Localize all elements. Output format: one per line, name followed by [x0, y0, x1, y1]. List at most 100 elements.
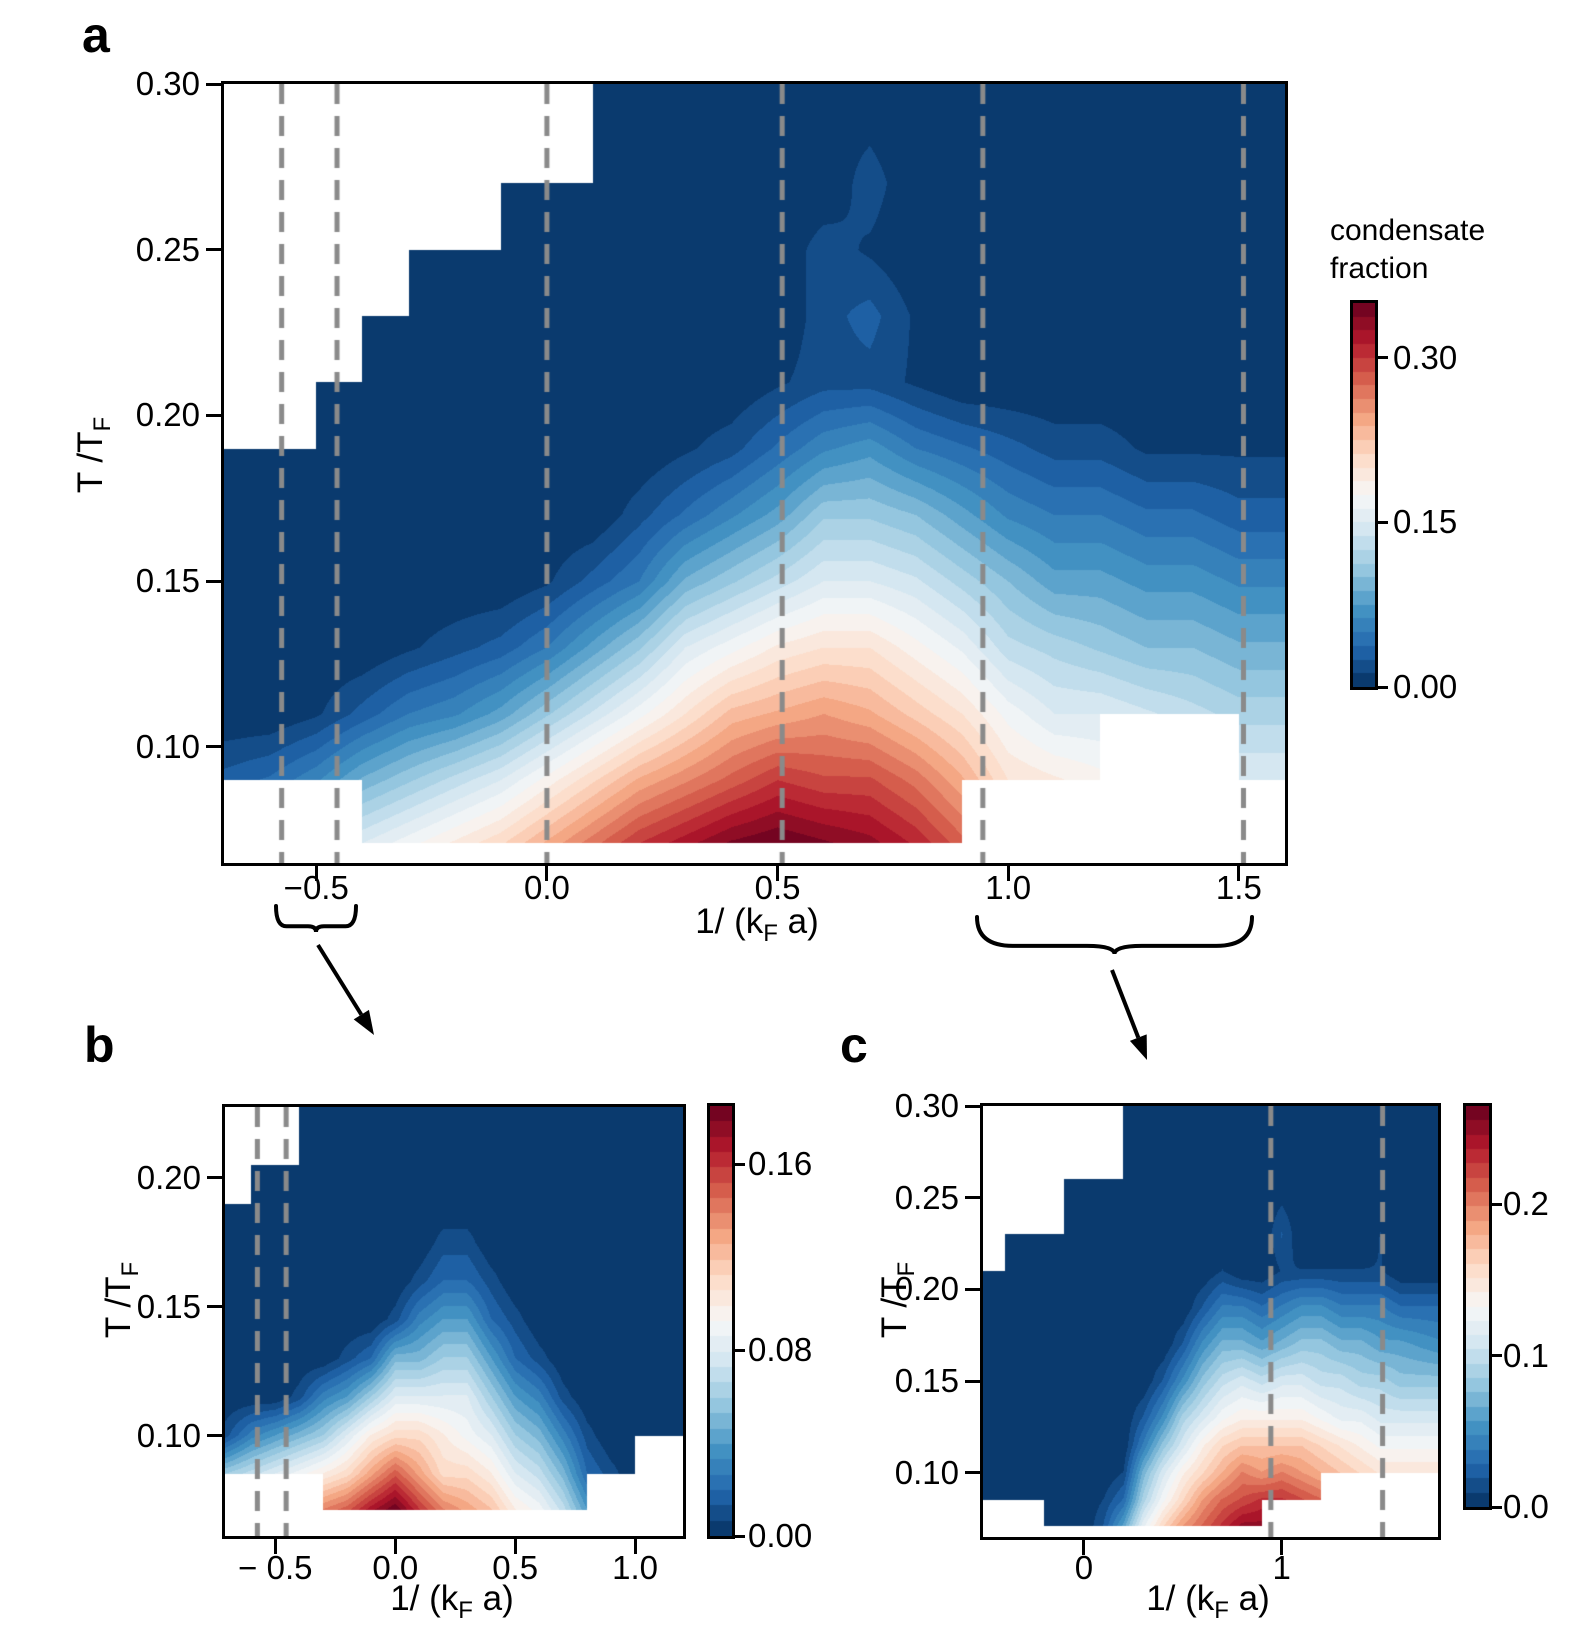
panel-b-x-tick-label: 0.0	[372, 1549, 419, 1586]
axis-label-text: 1/ (k	[695, 902, 764, 941]
axis-label-subscript: F	[893, 1261, 920, 1277]
panel-c-heatmap	[983, 1106, 1438, 1537]
panel-a-x-tick-label: 1.5	[1215, 869, 1262, 906]
panel-c-y-tick	[965, 1379, 980, 1383]
colorbar-title-line2: fraction	[1330, 252, 1429, 285]
panel-b-colorbar-tick-label: 0.00	[748, 1517, 813, 1554]
panel-c-colorbar-tick	[1492, 1354, 1502, 1358]
axis-label-subscript: F	[458, 1597, 473, 1624]
axis-label-text: a)	[777, 902, 819, 941]
axis-label-text: a)	[472, 1579, 514, 1618]
panel-b-x-tick-label: 1.0	[612, 1549, 658, 1586]
panel-a-letter: a	[82, 7, 110, 63]
panel-a-y-axis-label: T /TF	[71, 417, 117, 493]
panel-b-y-tick	[207, 1305, 222, 1309]
panel-c-x-tick-label: 1	[1272, 1549, 1291, 1586]
axis-label-subscript: F	[117, 1261, 144, 1277]
panel-c-colorbar-tick-label: 0.1	[1503, 1336, 1549, 1374]
panel-a-colorbar-tick	[1378, 356, 1388, 360]
panel-b-letter: b	[84, 1017, 115, 1073]
panel-b-colorbar	[710, 1106, 732, 1536]
panel-a-colorbar	[1353, 303, 1375, 687]
panel-c-colorbar	[1466, 1106, 1489, 1507]
panel-b-x-tick-label: 0.5	[492, 1549, 539, 1586]
panel-a-y-tick	[206, 82, 221, 86]
panel-c-y-tick	[965, 1196, 980, 1200]
panel-a-y-tick	[206, 745, 221, 749]
axis-label-text: a)	[1228, 1579, 1270, 1618]
curly-brace-right	[975, 915, 1254, 955]
curly-brace-left	[274, 904, 358, 933]
panel-a-y-tick-label: 0.30	[135, 65, 200, 102]
panel-a-x-tick-label: 0.0	[523, 869, 570, 906]
panel-c-letter: c	[840, 1017, 868, 1073]
panel-b-x-tick	[633, 1539, 637, 1554]
arrow-head-to-panel-c	[1129, 1034, 1147, 1060]
panel-c-y-axis-label: T /TF	[875, 1262, 921, 1338]
panel-c-y-tick-label: 0.15	[894, 1362, 959, 1400]
arrow-line-to-panel-b	[316, 943, 364, 1016]
arrow-line-to-panel-c	[1110, 969, 1141, 1039]
panel-a-x-tick	[314, 866, 318, 881]
panel-a-colorbar-tick-label: 0.30	[1393, 338, 1458, 376]
panel-b-y-tick	[207, 1176, 222, 1180]
panel-a-y-tick-label: 0.20	[135, 396, 200, 434]
panel-c-colorbar-tick-label: 0.0	[1503, 1488, 1549, 1525]
panel-c-y-tick-label: 0.25	[894, 1178, 959, 1216]
panel-c-x-axis-label: 1/ (kF a)	[1146, 1579, 1270, 1625]
axis-label-text: 1/ (k	[1146, 1579, 1215, 1618]
axis-label-text: 1/ (k	[390, 1579, 459, 1618]
panel-a-y-tick	[206, 413, 221, 417]
panel-c-y-tick	[965, 1287, 980, 1291]
panel-b-x-tick	[513, 1539, 517, 1554]
panel-b-y-tick-label: 0.15	[136, 1287, 201, 1325]
panel-a-x-tick	[776, 866, 780, 881]
panel-a-x-tick	[1006, 866, 1010, 881]
panel-b-colorbar-tick-label: 0.08	[748, 1331, 813, 1369]
panel-a-x-tick	[1237, 866, 1241, 881]
panel-a-x-tick-label: 1.0	[985, 869, 1032, 906]
panel-c-x-tick	[1082, 1540, 1086, 1555]
panel-a-y-tick-label: 0.25	[135, 230, 200, 268]
panel-c-x-tick	[1280, 1540, 1284, 1555]
panel-b-x-axis-label: 1/ (kF a)	[390, 1579, 514, 1625]
panel-a-x-tick	[545, 866, 549, 881]
axis-label-subscript: F	[89, 416, 116, 432]
axis-label-text: T /T	[71, 431, 110, 494]
panel-a-y-tick-label: 0.15	[135, 562, 200, 600]
axis-label-text: T /T	[99, 1276, 138, 1339]
panel-b-y-tick-label: 0.20	[136, 1158, 201, 1196]
panel-c-x-tick-label: 0	[1074, 1549, 1094, 1586]
panel-a-y-tick-label: 0.10	[135, 727, 200, 765]
panel-a-colorbar-tick-label: 0.00	[1393, 668, 1458, 705]
axis-label-subscript: F	[1214, 1597, 1229, 1624]
colorbar-title: condensate fraction	[1330, 212, 1485, 288]
panel-c-colorbar-tick	[1492, 1505, 1502, 1509]
panel-b-colorbar-tick-label: 0.16	[748, 1145, 813, 1183]
panel-a-x-tick-label: −0.5	[283, 869, 349, 906]
panel-a-colorbar-tick	[1378, 520, 1388, 524]
panel-a-colorbar-tick-label: 0.15	[1393, 503, 1458, 541]
panel-b-y-axis-label: T /TF	[99, 1262, 145, 1338]
panel-b-x-tick	[273, 1539, 277, 1554]
arrow-head-to-panel-b	[353, 1009, 374, 1035]
panel-b-x-tick	[393, 1539, 397, 1554]
panel-b-y-tick	[207, 1434, 222, 1437]
panel-c-colorbar-tick-label: 0.2	[1503, 1185, 1549, 1223]
panel-a-colorbar-tick	[1378, 685, 1388, 689]
panel-b-colorbar-tick	[735, 1534, 745, 1538]
panel-c-y-tick-label: 0.30	[894, 1087, 959, 1124]
panel-b-colorbar-tick	[735, 1348, 745, 1352]
panel-b-y-tick-label: 0.10	[136, 1416, 201, 1454]
axis-label-text: T /T	[875, 1276, 914, 1339]
panel-b-x-tick-label: − 0.5	[238, 1549, 313, 1586]
panel-c-y-tick-label: 0.10	[894, 1453, 959, 1491]
panel-c-y-tick-label: 0.20	[894, 1270, 959, 1308]
panel-a-y-tick	[206, 248, 221, 252]
panel-a-heatmap	[224, 84, 1285, 863]
panel-a-x-axis-label: 1/ (kF a)	[695, 902, 819, 948]
panel-c-y-tick	[965, 1104, 980, 1108]
panel-b-colorbar-tick	[735, 1162, 745, 1166]
panel-c-y-tick	[965, 1471, 980, 1475]
